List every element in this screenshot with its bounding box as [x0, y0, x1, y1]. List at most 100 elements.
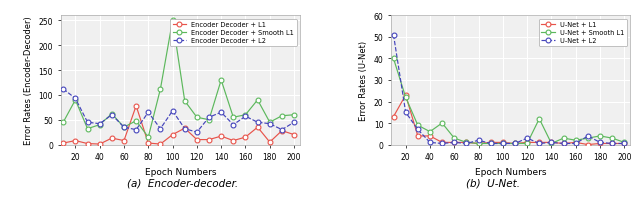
U-Net + Smooth L1 [451, 137, 458, 140]
Encoder Decoder + L1 [230, 140, 237, 142]
U-Net + L1 [390, 116, 397, 118]
U-Net + L1 [438, 142, 446, 144]
U-Net + L2 [572, 143, 580, 145]
U-Net + L2 [487, 143, 495, 145]
U-Net + L1 [451, 142, 458, 144]
U-Net + L1 [572, 142, 580, 144]
Encoder Decoder + L1 [145, 142, 152, 145]
U-Net + L2 [596, 142, 604, 144]
U-Net + Smooth L1 [621, 142, 628, 144]
U-Net + L2 [548, 142, 556, 144]
U-Net + Smooth L1 [596, 135, 604, 137]
Encoder Decoder + L2 [145, 111, 152, 114]
U-Net + L2 [609, 143, 616, 145]
Encoder Decoder + L2 [132, 129, 140, 131]
Encoder Decoder + L2 [230, 124, 237, 126]
Y-axis label: Error Rates (Encoder-Decoder): Error Rates (Encoder-Decoder) [24, 17, 33, 145]
Encoder Decoder + L2 [193, 131, 201, 134]
Encoder Decoder + L2 [290, 121, 298, 124]
Legend: Encoder Decoder + L1, Encoder Decoder + Smooth L1, Encoder Decoder + L2: Encoder Decoder + L1, Encoder Decoder + … [170, 20, 297, 47]
Encoder Decoder + L2 [266, 123, 273, 125]
U-Net + L1 [621, 143, 628, 145]
U-Net + L2 [499, 143, 507, 145]
Encoder Decoder + Smooth L1 [132, 120, 140, 122]
U-Net + Smooth L1 [524, 143, 531, 145]
Encoder Decoder + L1 [96, 143, 104, 146]
U-Net + Smooth L1 [548, 143, 556, 145]
Encoder Decoder + L2 [205, 116, 213, 119]
Line: Encoder Decoder + L2: Encoder Decoder + L2 [61, 87, 296, 135]
Encoder Decoder + L2 [72, 98, 79, 100]
Encoder Decoder + L1 [120, 140, 128, 142]
U-Net + Smooth L1 [402, 96, 410, 99]
U-Net + L1 [463, 142, 470, 144]
Text: (b)  U-Net.: (b) U-Net. [466, 178, 520, 188]
Text: (a)  Encoder-decoder.: (a) Encoder-decoder. [127, 178, 238, 188]
Encoder Decoder + L1 [60, 142, 67, 145]
U-Net + Smooth L1 [560, 137, 568, 140]
U-Net + Smooth L1 [390, 58, 397, 60]
U-Net + L1 [548, 142, 556, 144]
U-Net + L1 [499, 142, 507, 144]
Encoder Decoder + L2 [218, 111, 225, 114]
U-Net + L1 [475, 143, 483, 145]
Encoder Decoder + L1 [72, 140, 79, 142]
U-Net + Smooth L1 [414, 124, 422, 127]
Encoder Decoder + L1 [157, 143, 164, 146]
Encoder Decoder + Smooth L1 [266, 121, 273, 124]
Encoder Decoder + Smooth L1 [120, 126, 128, 129]
Encoder Decoder + Smooth L1 [218, 79, 225, 82]
U-Net + L2 [511, 143, 519, 145]
Encoder Decoder + L1 [242, 136, 250, 139]
Encoder Decoder + L2 [254, 121, 262, 124]
Encoder Decoder + L2 [242, 115, 250, 118]
U-Net + L1 [402, 94, 410, 97]
Encoder Decoder + L1 [254, 126, 262, 129]
Encoder Decoder + L2 [169, 110, 177, 112]
U-Net + L2 [524, 137, 531, 140]
Encoder Decoder + Smooth L1 [278, 115, 285, 117]
U-Net + L1 [609, 143, 616, 145]
Encoder Decoder + Smooth L1 [242, 114, 250, 116]
U-Net + L2 [463, 143, 470, 145]
Encoder Decoder + L2 [60, 88, 67, 91]
U-Net + Smooth L1 [426, 131, 434, 133]
U-Net + L1 [524, 142, 531, 144]
U-Net + L1 [414, 135, 422, 137]
U-Net + L1 [560, 143, 568, 145]
Encoder Decoder + L2 [84, 121, 92, 124]
Encoder Decoder + L1 [181, 127, 189, 130]
Encoder Decoder + L1 [266, 141, 273, 144]
Encoder Decoder + L1 [193, 139, 201, 141]
Y-axis label: Error Rates (U-Net): Error Rates (U-Net) [359, 41, 368, 120]
Encoder Decoder + Smooth L1 [108, 113, 116, 115]
U-Net + L2 [438, 143, 446, 145]
Encoder Decoder + L2 [96, 123, 104, 125]
Encoder Decoder + Smooth L1 [96, 124, 104, 126]
Encoder Decoder + Smooth L1 [60, 121, 67, 124]
Encoder Decoder + Smooth L1 [254, 99, 262, 102]
Encoder Decoder + Smooth L1 [84, 128, 92, 130]
Encoder Decoder + Smooth L1 [290, 114, 298, 116]
U-Net + L1 [584, 144, 592, 146]
Encoder Decoder + L2 [120, 126, 128, 129]
U-Net + L2 [475, 139, 483, 142]
Encoder Decoder + L1 [278, 130, 285, 132]
Encoder Decoder + L1 [84, 143, 92, 145]
U-Net + Smooth L1 [475, 143, 483, 145]
U-Net + L2 [414, 129, 422, 131]
U-Net + L1 [487, 142, 495, 144]
U-Net + L1 [511, 143, 519, 145]
U-Net + Smooth L1 [438, 122, 446, 125]
U-Net + Smooth L1 [584, 137, 592, 140]
Line: U-Net + Smooth L1: U-Net + Smooth L1 [391, 57, 627, 146]
Line: U-Net + L1: U-Net + L1 [391, 93, 627, 147]
Encoder Decoder + L1 [205, 139, 213, 141]
Encoder Decoder + Smooth L1 [145, 136, 152, 139]
U-Net + Smooth L1 [536, 118, 543, 120]
U-Net + L2 [390, 34, 397, 37]
U-Net + L2 [402, 111, 410, 114]
Line: U-Net + L2: U-Net + L2 [391, 33, 627, 146]
U-Net + Smooth L1 [463, 142, 470, 144]
Encoder Decoder + L1 [218, 135, 225, 138]
